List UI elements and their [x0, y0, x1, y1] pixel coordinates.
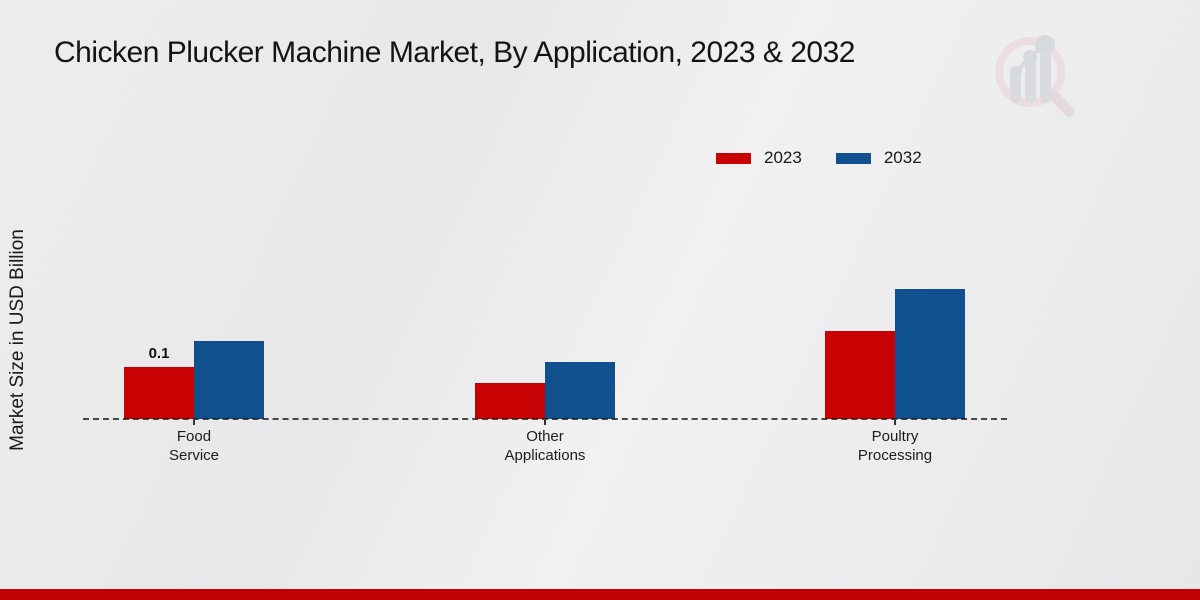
legend: 2023 2032 [716, 147, 922, 169]
bar-2023-other-applications [475, 383, 545, 419]
category-label-other-applications: Other Applications [504, 428, 586, 464]
bar-2032-other-applications [545, 362, 615, 419]
legend-item-2023: 2023 [716, 148, 802, 168]
category-label-food-service: Food Service [168, 428, 220, 464]
category-label-poultry-processing: Poultry Processing [857, 428, 933, 464]
legend-label-2032: 2032 [883, 148, 922, 167]
chart-title: Chicken Plucker Machine Market, By Appli… [54, 36, 855, 69]
bar-value-annotation: 0.1 [148, 345, 170, 362]
legend-swatch-2023 [716, 152, 751, 164]
bar-2032-food-service [194, 341, 264, 419]
legend-swatch-2032 [835, 152, 871, 164]
bar-2023-food-service [124, 367, 194, 419]
bar-2023-poultry-processing [825, 331, 895, 419]
x-axis-tick [894, 420, 896, 425]
x-axis-tick [193, 420, 195, 425]
zero-baseline [83, 418, 1007, 420]
brand-logo-watermark [995, 35, 1075, 117]
bar-2032-poultry-processing [895, 289, 965, 419]
legend-label-2023: 2023 [764, 148, 802, 167]
footer-accent-bar [0, 589, 1200, 600]
bar-chart-glyph [1010, 35, 1055, 103]
x-axis-tick [544, 420, 546, 425]
legend-item-2032: 2032 [835, 148, 922, 168]
